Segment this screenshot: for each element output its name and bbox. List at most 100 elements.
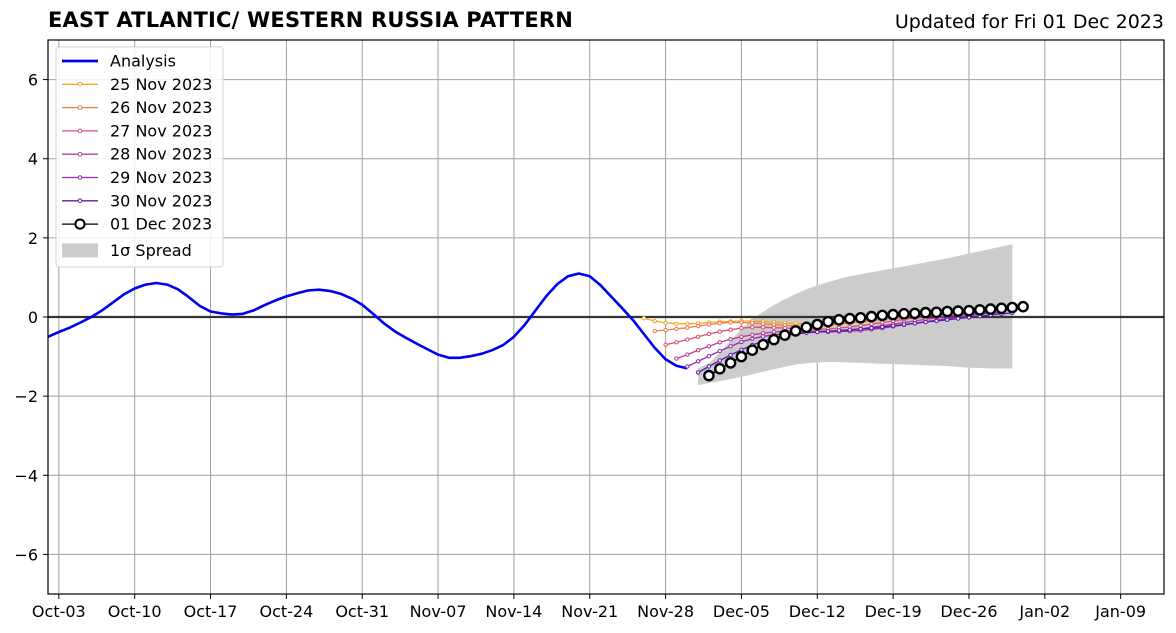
x-tick-label: Dec-12	[789, 602, 846, 621]
series-point	[800, 321, 813, 334]
series-point	[717, 348, 722, 354]
legend-marker	[77, 151, 83, 157]
series-point	[695, 348, 701, 353]
series-point	[685, 325, 690, 330]
series-point	[822, 315, 834, 328]
series-point	[760, 321, 766, 326]
x-tick-label: Oct-24	[259, 602, 313, 621]
chart-title: EAST ATLANTIC/ WESTERN RUSSIA PATTERN	[48, 8, 574, 32]
series-point	[945, 317, 950, 322]
series-point	[695, 359, 701, 364]
y-tick-label: −6	[14, 545, 38, 564]
series-point	[887, 308, 899, 321]
series-point	[717, 340, 722, 345]
series-point	[858, 326, 863, 332]
series-point	[739, 339, 744, 345]
series-point	[750, 332, 755, 337]
series-point	[760, 325, 766, 330]
legend: Analysis 25 Nov 2023 26 Nov 2023 27 Nov 202…	[55, 46, 224, 268]
series-point	[695, 323, 701, 329]
series-point	[641, 316, 647, 321]
series-point	[695, 370, 701, 375]
series-point	[728, 344, 733, 349]
series-point	[825, 329, 831, 334]
x-tick-label: Jan-09	[1094, 602, 1146, 621]
series-point	[728, 337, 733, 342]
series-point	[663, 320, 668, 326]
series-point	[912, 321, 917, 326]
legend-label: 27 Nov 2023	[110, 121, 212, 140]
legend-marker	[77, 105, 83, 110]
series-point	[768, 333, 780, 346]
series-point	[674, 321, 679, 326]
series-point	[706, 331, 712, 337]
series-point	[1006, 301, 1019, 314]
series-point	[984, 303, 997, 315]
legend-marker	[77, 82, 83, 87]
series-point	[890, 323, 896, 328]
y-tick-label: 4	[28, 150, 38, 169]
series-point	[779, 329, 791, 342]
x-tick-label: Oct-10	[108, 602, 162, 621]
series-point	[706, 354, 712, 359]
y-tick-label: −4	[14, 466, 38, 485]
series-point	[909, 307, 921, 320]
y-tick-label: −2	[14, 387, 38, 406]
series-point	[898, 307, 910, 320]
series-point	[739, 320, 744, 325]
series-point	[750, 320, 755, 326]
series-point	[706, 322, 712, 327]
series-point	[674, 356, 679, 361]
legend-label: 1σ Spread	[110, 241, 192, 260]
series-point	[880, 324, 885, 330]
x-tick-label: Dec-19	[865, 602, 922, 621]
y-tick-label: 6	[28, 71, 38, 90]
x-tick-label: Oct-17	[184, 602, 238, 621]
series-point	[717, 358, 722, 363]
series-point	[955, 316, 961, 321]
series-point	[941, 305, 954, 318]
series-point	[685, 321, 690, 326]
y-tick-label: 2	[28, 229, 38, 248]
legend-marker	[77, 198, 83, 204]
series-point	[739, 334, 744, 339]
series-point	[717, 321, 722, 326]
series-point	[750, 325, 755, 330]
series-point	[919, 306, 932, 319]
series-point	[724, 357, 737, 369]
x-tick-label: Oct-03	[32, 602, 86, 621]
spread-band	[698, 244, 1013, 386]
x-tick-label: Oct-31	[335, 602, 389, 621]
series-point	[844, 312, 856, 325]
legend-label: 25 Nov 2023	[110, 75, 212, 94]
x-tick-label: Dec-26	[940, 602, 997, 621]
series-point	[869, 325, 874, 331]
legend-label: 29 Nov 2023	[110, 168, 212, 187]
series-point	[714, 362, 726, 375]
legend-item: 26 Nov 2023	[62, 98, 212, 117]
legend-marker	[77, 175, 83, 180]
series-point	[674, 326, 679, 332]
series-point	[750, 336, 755, 341]
series-point	[1017, 300, 1029, 313]
series-point	[847, 327, 852, 332]
legend-marker	[74, 218, 86, 230]
legend-item: 29 Nov 2023	[62, 168, 212, 187]
series-point	[901, 322, 907, 327]
series-point	[746, 344, 759, 357]
x-tick-label: Nov-07	[410, 602, 467, 621]
legend-item: 1σ Spread	[62, 241, 192, 260]
series-point	[674, 340, 679, 345]
series-point	[963, 304, 975, 317]
series-point	[757, 338, 769, 351]
legend-item: 30 Nov 2023	[62, 191, 212, 210]
series-point	[706, 364, 712, 369]
series-point	[811, 318, 824, 331]
series-point	[974, 304, 986, 316]
series-point	[728, 320, 733, 325]
series-point	[703, 369, 715, 382]
y-tick-label: 0	[28, 308, 38, 327]
series-point	[685, 352, 690, 357]
series-point	[833, 313, 845, 326]
legend-label: 01 Dec 2023	[110, 215, 212, 234]
